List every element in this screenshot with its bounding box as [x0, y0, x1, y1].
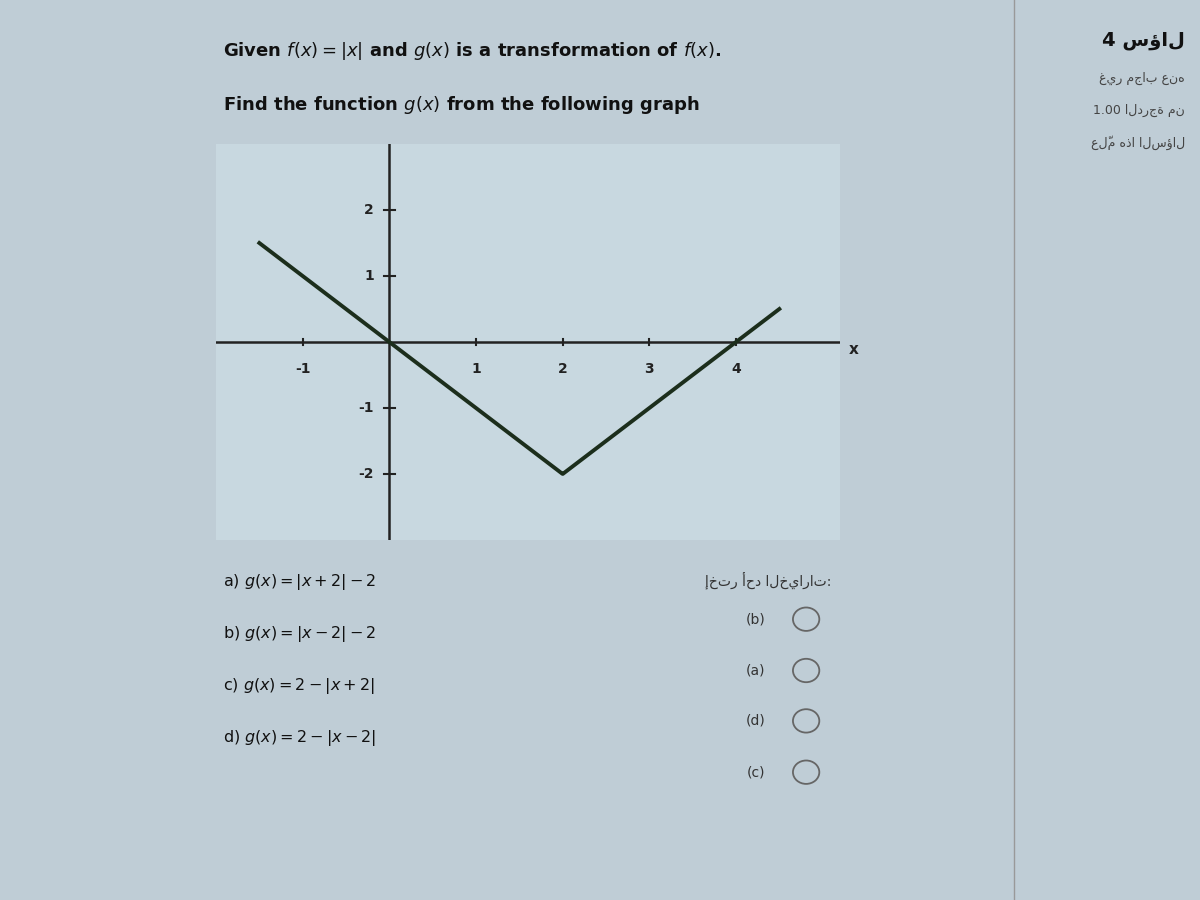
Text: 3: 3 [644, 362, 654, 376]
Text: 1: 1 [472, 362, 481, 376]
Text: علّم هذا السؤال: علّم هذا السؤال [1091, 135, 1186, 149]
Text: 4 سؤال: 4 سؤال [1103, 32, 1186, 50]
Text: (c): (c) [748, 765, 766, 779]
Text: 1.00 الدرجة من: 1.00 الدرجة من [1093, 104, 1186, 117]
Text: b) $g(x) = |x - 2| - 2$: b) $g(x) = |x - 2| - 2$ [223, 624, 377, 644]
Text: 2: 2 [558, 362, 568, 376]
Text: c) $g(x) = 2 - |x + 2|$: c) $g(x) = 2 - |x + 2|$ [223, 676, 374, 696]
Text: a) $g(x) = |x + 2| - 2$: a) $g(x) = |x + 2| - 2$ [223, 572, 376, 591]
Text: 4: 4 [731, 362, 740, 376]
Text: Given $f(x) = |x|$ and $g(x)$ is a transformation of $f(x)$.: Given $f(x) = |x|$ and $g(x)$ is a trans… [223, 40, 721, 62]
Text: (d): (d) [746, 714, 766, 728]
Text: (a): (a) [746, 663, 766, 678]
Text: -1: -1 [295, 362, 311, 376]
Text: -1: -1 [359, 401, 373, 415]
Text: Find the function $g(x)$ from the following graph: Find the function $g(x)$ from the follow… [223, 94, 700, 116]
Text: إختر أحد الخيارات:: إختر أحد الخيارات: [706, 572, 832, 589]
Text: 1: 1 [364, 269, 373, 283]
Text: غير مجاب عنه: غير مجاب عنه [1099, 72, 1186, 86]
Text: (b): (b) [746, 612, 766, 626]
Text: x: x [848, 342, 858, 357]
Text: 2: 2 [364, 203, 373, 217]
Text: d) $g(x) = 2 - |x - 2|$: d) $g(x) = 2 - |x - 2|$ [223, 728, 376, 748]
Text: -2: -2 [359, 467, 373, 481]
